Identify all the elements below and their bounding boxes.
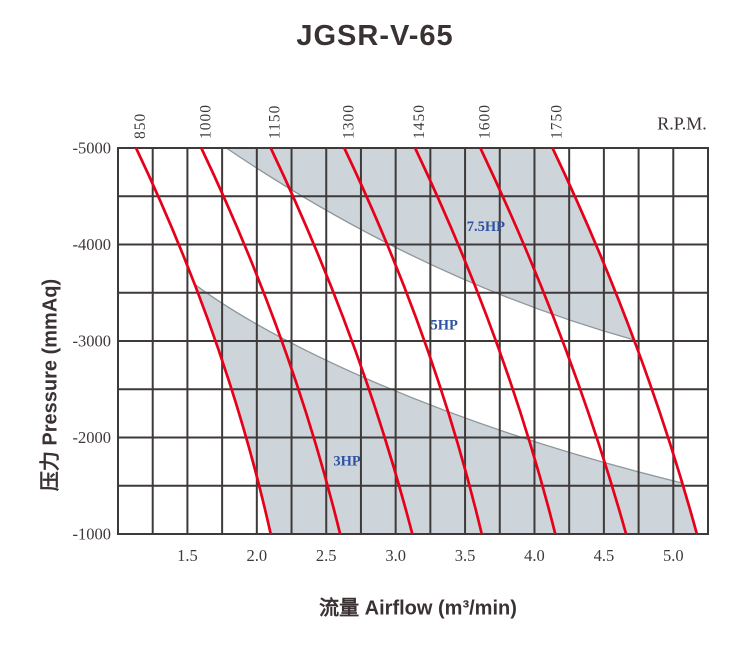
- rpm-label-1600: 1600: [476, 104, 493, 139]
- rpm-label-1150: 1150: [267, 105, 284, 139]
- power-zone-boundary-7.5HP: [225, 147, 635, 341]
- rpm-label-1750: 1750: [549, 104, 566, 139]
- rpm-label-1450: 1450: [411, 104, 428, 139]
- plot-border: [117, 147, 709, 535]
- rpm-label-1300: 1300: [340, 104, 357, 139]
- rpm-unit-label: R.P.M.: [657, 113, 707, 134]
- rpm-curve-850: [134, 147, 273, 535]
- y-tick--1000: -1000: [73, 525, 112, 544]
- power-zone-3HP: [194, 284, 697, 534]
- rpm-curve-1150: [269, 147, 414, 535]
- y-tick--2000: -2000: [73, 428, 112, 447]
- x-tick-2.0: 2.0: [247, 546, 268, 565]
- x-tick-5.0: 5.0: [663, 546, 684, 565]
- zone-label-7.5HP: 7.5HP: [467, 219, 505, 235]
- x-tick-3.5: 3.5: [455, 546, 476, 565]
- zone-label-3HP: 3HP: [333, 454, 361, 470]
- x-tick-2.5: 2.5: [316, 546, 337, 565]
- rpm-curve-1450: [413, 147, 557, 535]
- x-tick-3.0: 3.0: [385, 546, 406, 565]
- rpm-curve-1600: [479, 147, 628, 535]
- x-tick-1.5: 1.5: [177, 546, 198, 565]
- y-tick--5000: -5000: [73, 139, 112, 158]
- x-tick-4.5: 4.5: [594, 546, 615, 565]
- power-zone-boundary-3HP: [193, 283, 682, 484]
- y-tick--3000: -3000: [73, 332, 112, 351]
- x-tick-4.0: 4.0: [524, 546, 545, 565]
- y-tick--4000: -4000: [73, 235, 112, 254]
- rpm-label-850: 850: [132, 113, 149, 139]
- rpm-curve-1300: [343, 147, 484, 535]
- zone-label-5HP: 5HP: [431, 318, 459, 334]
- rpm-label-1000: 1000: [197, 104, 214, 139]
- rpm-curve-1750: [551, 147, 699, 535]
- rpm-curve-1000: [200, 147, 342, 535]
- x-axis-title: 流量 Airflow (m³/min): [319, 597, 517, 620]
- chart-title: JGSR-V-65: [296, 20, 454, 52]
